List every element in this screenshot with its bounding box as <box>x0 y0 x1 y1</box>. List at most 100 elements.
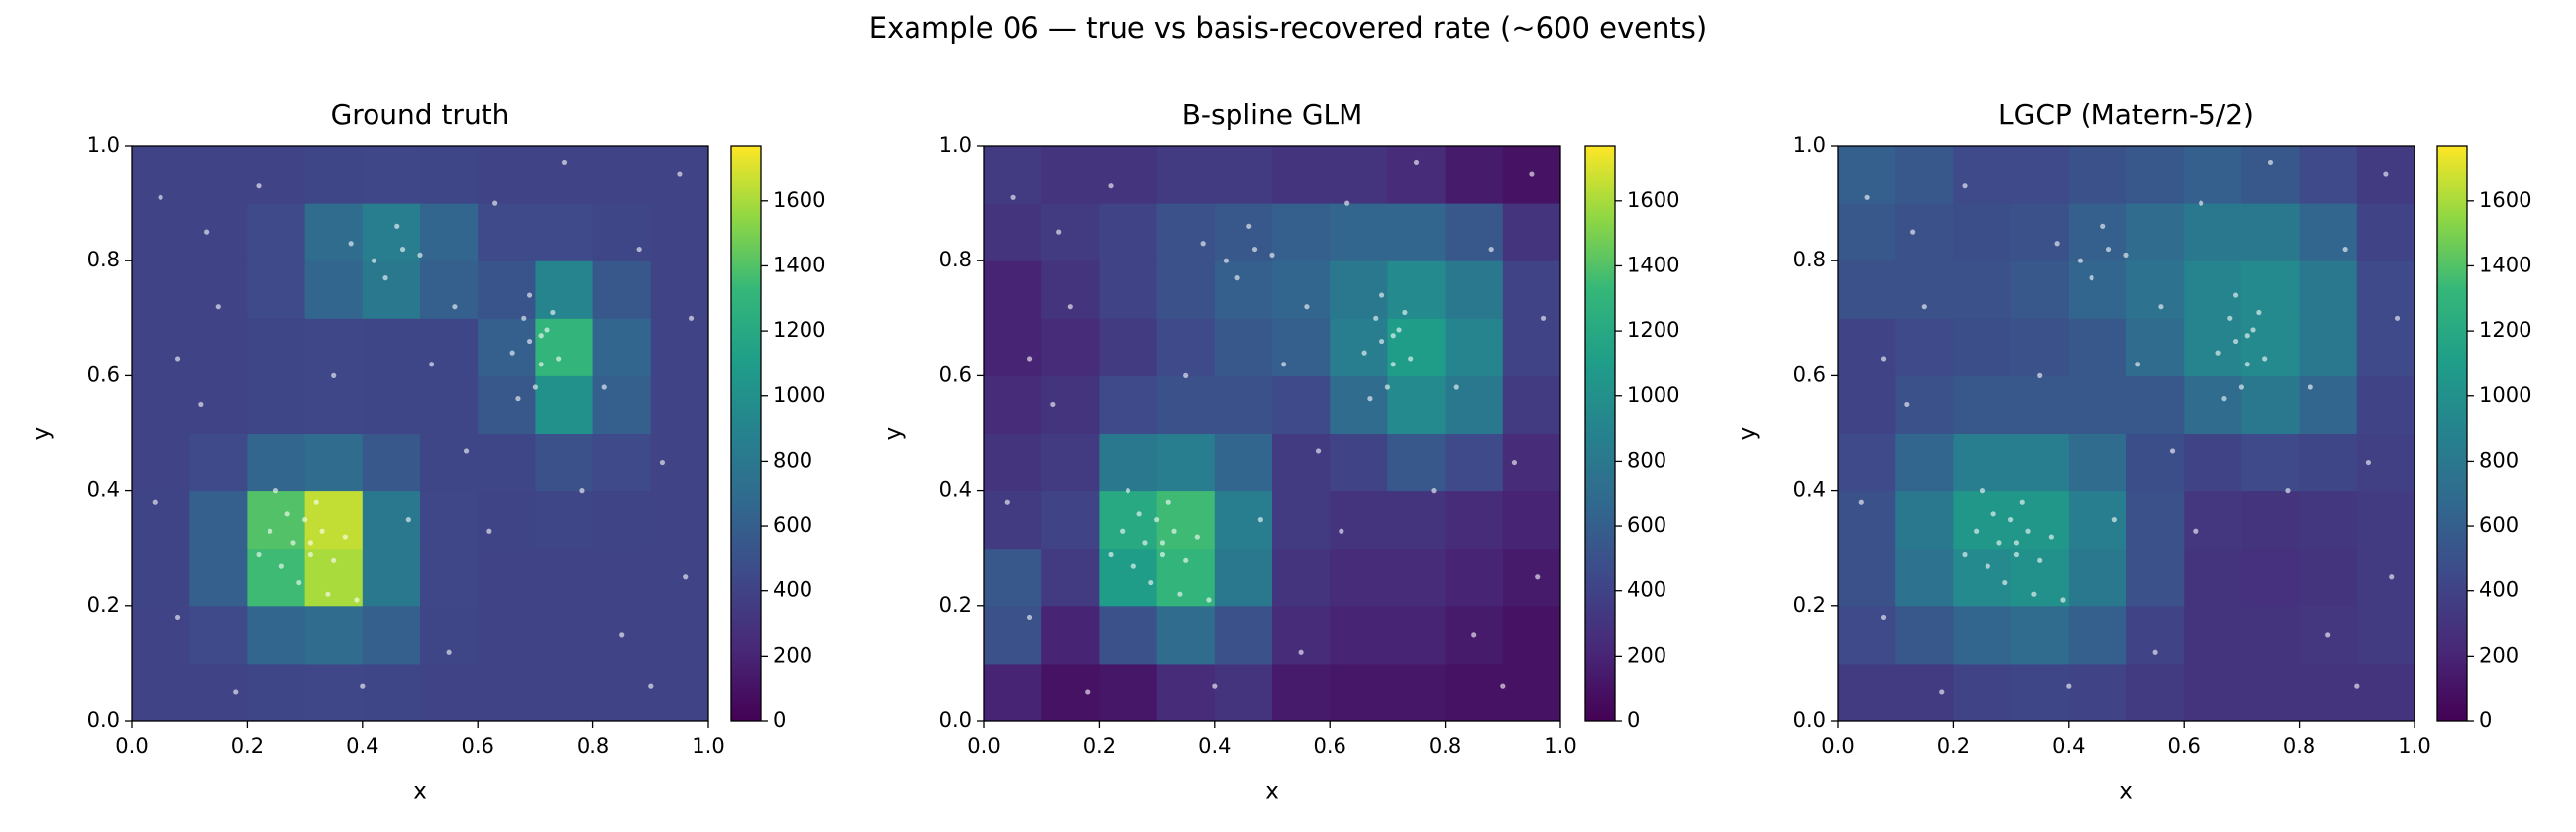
colorbar-tick-label: 0 <box>1627 708 1640 732</box>
colorbar-tick-label: 1400 <box>2479 253 2531 276</box>
heat-cell <box>650 548 709 607</box>
colorbar-tick-label: 800 <box>1627 448 1666 471</box>
heat-cell <box>420 146 479 204</box>
event-point <box>1206 597 1212 603</box>
heat-cell <box>535 605 594 665</box>
heat-cell <box>592 146 652 204</box>
heat-cell <box>984 490 1042 550</box>
heat-cell <box>535 375 594 434</box>
event-point <box>1067 304 1073 310</box>
event-point <box>1234 275 1240 281</box>
heat-cell <box>1387 203 1447 261</box>
heat-cell <box>478 433 536 492</box>
heat-cell <box>2356 548 2415 607</box>
heat-cell <box>1214 203 1273 261</box>
event-point <box>2013 540 2020 546</box>
event-point <box>1985 563 1990 569</box>
heat-cell <box>1895 260 1954 319</box>
axes-frame <box>983 145 1561 722</box>
heat-cell <box>2126 548 2185 607</box>
heat-cell <box>1838 318 1896 376</box>
event-point <box>1974 528 1980 534</box>
heat-cell <box>1156 663 1216 722</box>
y-tick-label: 0.2 <box>1793 593 1826 617</box>
heat-cell <box>1099 318 1158 376</box>
event-point <box>1361 350 1367 356</box>
event-point <box>1858 499 1864 505</box>
event-point <box>417 252 423 258</box>
heat-cell <box>592 318 652 376</box>
event-point <box>1130 563 1136 569</box>
heat-cell <box>189 146 248 204</box>
heat-cell <box>189 433 248 492</box>
heat-cell <box>1272 260 1331 319</box>
heat-cell <box>132 605 190 665</box>
heat-cell <box>1445 490 1504 550</box>
heat-cell <box>592 548 652 607</box>
event-point <box>1148 579 1154 586</box>
event-point <box>1453 384 1459 390</box>
heat-cell <box>1156 548 1216 607</box>
heat-cell <box>247 663 306 722</box>
heat-cell <box>1330 375 1388 434</box>
event-point <box>174 614 181 621</box>
heat-cell <box>2126 260 2185 319</box>
panel-title: B-spline GLM <box>1182 98 1363 131</box>
event-point <box>307 540 314 546</box>
event-point <box>1511 459 1518 466</box>
heat-cell <box>132 318 190 376</box>
event-point <box>152 499 158 505</box>
event-point <box>521 315 527 321</box>
colorbar-tick-label: 400 <box>2479 578 2519 602</box>
heat-cell <box>132 490 190 550</box>
event-point <box>2019 499 2025 505</box>
heat-cell <box>1445 433 1504 492</box>
heat-cell <box>1272 605 1331 665</box>
event-point <box>601 384 607 390</box>
heat-cell <box>1502 433 1561 492</box>
heat-cell <box>362 203 421 261</box>
heat-cell <box>2010 433 2070 492</box>
heat-cell <box>420 375 479 434</box>
heat-cell <box>132 663 190 722</box>
event-point <box>1339 528 1344 534</box>
event-point <box>256 551 262 558</box>
event-point <box>2244 362 2250 367</box>
event-point <box>1108 551 1114 558</box>
event-point <box>278 563 284 569</box>
y-tick-label: 0.4 <box>939 478 972 502</box>
heat-cell <box>247 605 306 665</box>
heat-cell <box>478 548 536 607</box>
heat-cell <box>1387 318 1447 376</box>
heat-cell <box>1214 548 1273 607</box>
heat-cell <box>1895 203 1954 261</box>
heat-cell <box>1953 375 2012 434</box>
event-point <box>1183 372 1189 378</box>
event-point <box>1026 614 1033 621</box>
heat-cell <box>304 490 364 550</box>
heat-cell <box>1330 433 1388 492</box>
event-point <box>354 597 360 603</box>
heat-cell <box>1445 375 1504 434</box>
event-point <box>1223 258 1230 263</box>
colorbar-tick-label: 1000 <box>1627 383 1679 407</box>
y-axis-label: y <box>29 427 54 441</box>
x-tick-label: 1.0 <box>2398 734 2430 758</box>
event-point <box>2244 333 2250 339</box>
event-point <box>659 459 666 466</box>
event-point <box>1050 401 1056 408</box>
event-point <box>2342 246 2348 253</box>
event-point <box>1910 229 1916 235</box>
panel: 0.0 0.2 0.4 0.6 0.8 1.0 0.0 0.2 0.4 0.6 0.8 1.0 B-sp… <box>881 98 1680 805</box>
heat-cell <box>592 433 652 492</box>
heat-cell <box>2241 433 2301 492</box>
heat-cell <box>1330 490 1388 550</box>
x-tick-label: 0.8 <box>2283 734 2315 758</box>
heat-cell <box>535 318 594 376</box>
event-point <box>2238 384 2244 390</box>
heat-cell <box>2356 260 2415 319</box>
heat-cell <box>1387 260 1447 319</box>
heat-cell <box>1895 605 1954 665</box>
heat-cell <box>420 203 479 261</box>
